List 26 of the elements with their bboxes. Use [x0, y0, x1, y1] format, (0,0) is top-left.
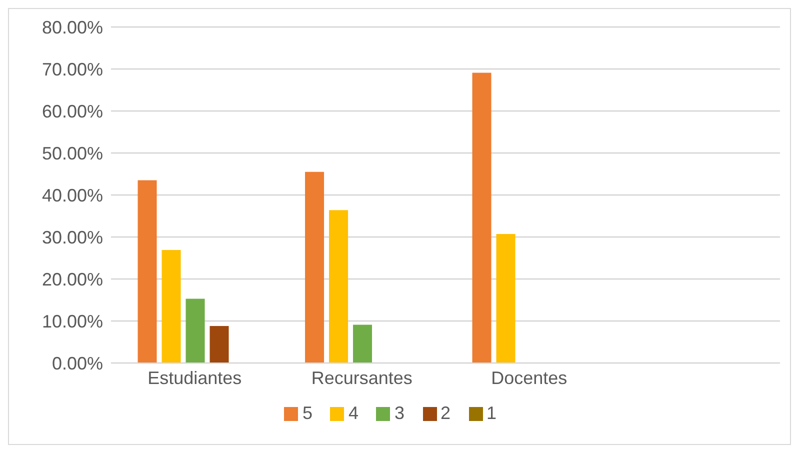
y-tick-label: 60.00% [42, 101, 103, 122]
bar [353, 324, 372, 363]
bar [138, 180, 157, 363]
y-tick-label: 0.00% [52, 353, 103, 374]
y-tick-label: 10.00% [42, 311, 103, 332]
y-tick-label: 70.00% [42, 59, 103, 80]
bar [496, 234, 516, 363]
x-tick-label: Recursantes [311, 368, 412, 388]
y-tick-label: 20.00% [42, 269, 103, 290]
legend-label: 4 [348, 403, 358, 423]
legend-label: 2 [440, 403, 451, 423]
y-tick-label: 30.00% [42, 227, 103, 248]
bar [329, 210, 348, 363]
y-tick-label: 40.00% [42, 185, 103, 206]
bar [186, 298, 205, 363]
bar [162, 250, 181, 363]
x-tick-label: Estudiantes [148, 368, 242, 388]
y-tick-label: 50.00% [42, 143, 103, 164]
y-tick-label: 80.00% [42, 17, 103, 38]
legend-label: 3 [394, 403, 404, 423]
x-tick-label: Docentes [491, 368, 568, 388]
legend-label: 1 [486, 403, 497, 423]
legend-label: 5 [302, 403, 312, 423]
bar [210, 326, 229, 363]
bar [472, 72, 492, 363]
bar [305, 172, 324, 363]
